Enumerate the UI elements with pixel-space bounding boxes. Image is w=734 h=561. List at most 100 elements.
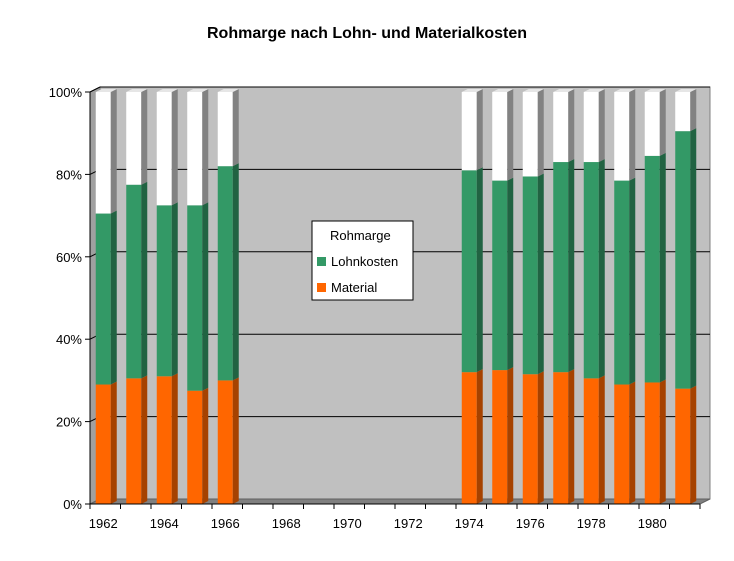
y-tick-label: 20% bbox=[56, 415, 82, 430]
bar-front bbox=[644, 382, 660, 504]
x-tick-label: 1976 bbox=[516, 516, 545, 531]
bar-front bbox=[492, 92, 508, 181]
bar-material-1974 bbox=[461, 369, 483, 504]
bar-side bbox=[476, 167, 483, 373]
bar-front bbox=[187, 390, 203, 504]
bar-front bbox=[522, 374, 538, 504]
bar-lohnkosten-1976 bbox=[522, 173, 544, 375]
bar-front bbox=[644, 155, 660, 383]
bar-front bbox=[156, 92, 172, 206]
bar-side bbox=[476, 369, 483, 504]
bar-front bbox=[553, 372, 569, 504]
bar-side bbox=[476, 89, 483, 171]
bar-front bbox=[126, 184, 142, 379]
y-tick-label: 40% bbox=[56, 332, 82, 347]
bar-rohmarge-1963 bbox=[126, 89, 148, 185]
bar-front bbox=[614, 384, 630, 504]
bar-rohmarge-1979 bbox=[614, 89, 636, 181]
bar-front bbox=[187, 92, 203, 206]
bar-rohmarge-1962 bbox=[95, 89, 117, 214]
bar-side bbox=[171, 373, 178, 504]
bar-top bbox=[217, 89, 239, 92]
bar-front bbox=[583, 162, 599, 379]
bar-front bbox=[126, 378, 142, 504]
bar-top bbox=[675, 89, 697, 92]
y-tick-label: 0% bbox=[63, 497, 82, 512]
bar-side bbox=[141, 181, 148, 379]
bar-top bbox=[614, 89, 636, 92]
legend-box bbox=[311, 220, 414, 301]
bar-top bbox=[156, 89, 178, 92]
bar-front bbox=[126, 92, 142, 185]
bar-lohnkosten-1977 bbox=[553, 159, 575, 373]
legend-label-rohmarge: Rohmarge bbox=[330, 228, 391, 243]
bar-side bbox=[568, 369, 575, 504]
bar-side bbox=[690, 128, 697, 389]
bar-side bbox=[202, 387, 209, 504]
bar-side bbox=[202, 202, 209, 391]
bar-material-1976 bbox=[522, 371, 544, 504]
bar-side bbox=[659, 379, 666, 504]
bar-front bbox=[522, 176, 538, 375]
bar-side bbox=[232, 377, 239, 504]
bar-side bbox=[202, 89, 209, 206]
bar-front bbox=[461, 170, 477, 373]
bar-lohnkosten-1974 bbox=[461, 167, 483, 373]
bar-lohnkosten-1979 bbox=[614, 177, 636, 385]
bar-side bbox=[232, 89, 239, 167]
bar-lohnkosten-1966 bbox=[217, 163, 239, 381]
bar-lohnkosten-1964 bbox=[156, 202, 178, 377]
bar-lohnkosten-1978 bbox=[583, 159, 605, 379]
bar-front bbox=[95, 213, 111, 385]
x-tick-label: 1966 bbox=[211, 516, 240, 531]
bar-front bbox=[614, 92, 630, 181]
bar-front bbox=[675, 388, 691, 504]
bar-material-1980 bbox=[644, 379, 666, 504]
bar-side bbox=[110, 89, 117, 214]
bar-front bbox=[156, 205, 172, 377]
bar-lohnkosten-1975 bbox=[492, 177, 514, 371]
bar-top bbox=[644, 89, 666, 92]
x-axis: 1962 1964 1966 1968 1970 1972 1974 1976 1978 1980 bbox=[89, 503, 701, 531]
bar-front bbox=[644, 92, 660, 156]
bar-side bbox=[141, 375, 148, 504]
bar-rohmarge-1964 bbox=[156, 89, 178, 206]
bar-lohnkosten-1980 bbox=[644, 152, 666, 383]
bar-front bbox=[461, 92, 477, 171]
bar-top bbox=[522, 89, 544, 92]
bar-rohmarge-1981 bbox=[675, 89, 697, 132]
bar-rohmarge-1977 bbox=[553, 89, 575, 163]
bar-top bbox=[583, 89, 605, 92]
bar-lohnkosten-1963 bbox=[126, 181, 148, 379]
bar-side bbox=[598, 89, 605, 163]
bar-lohnkosten-1962 bbox=[95, 210, 117, 385]
bar-top bbox=[492, 89, 514, 92]
bar-material-1975 bbox=[492, 367, 514, 504]
bar-material-1977 bbox=[553, 369, 575, 504]
bar-top bbox=[461, 89, 483, 92]
y-axis: 0% 20% 40% 60% 80% 100% bbox=[49, 85, 91, 512]
bar-front bbox=[583, 378, 599, 504]
y-tick-label: 60% bbox=[56, 250, 82, 265]
bar-front bbox=[156, 376, 172, 504]
chart-title: Rohmarge nach Lohn- und Materialkosten bbox=[207, 25, 527, 42]
bar-side bbox=[110, 381, 117, 504]
bar-side bbox=[690, 385, 697, 504]
bar-material-1963 bbox=[126, 375, 148, 504]
legend-label-lohnkosten: Lohnkosten bbox=[331, 254, 398, 269]
bar-front bbox=[95, 384, 111, 504]
bar-rohmarge-1966 bbox=[217, 89, 239, 167]
bar-side bbox=[598, 375, 605, 504]
bar-side bbox=[629, 89, 636, 181]
bar-top bbox=[95, 89, 117, 92]
bar-top bbox=[126, 89, 148, 92]
x-tick-label: 1980 bbox=[638, 516, 667, 531]
bar-side bbox=[537, 89, 544, 177]
bar-front bbox=[553, 92, 569, 163]
bar-material-1966 bbox=[217, 377, 239, 504]
bar-side bbox=[598, 159, 605, 379]
bars bbox=[95, 89, 697, 504]
bar-side bbox=[537, 371, 544, 504]
bar-front bbox=[553, 162, 569, 373]
